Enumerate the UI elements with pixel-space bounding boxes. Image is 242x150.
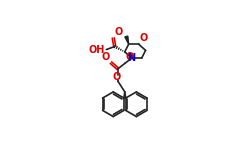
Text: O: O xyxy=(126,52,134,62)
Text: O: O xyxy=(101,52,109,62)
Polygon shape xyxy=(125,36,129,44)
Text: O: O xyxy=(114,27,122,37)
Text: O: O xyxy=(113,72,121,82)
Text: N: N xyxy=(127,53,135,63)
Text: O: O xyxy=(139,33,148,43)
Text: OH: OH xyxy=(88,45,105,55)
